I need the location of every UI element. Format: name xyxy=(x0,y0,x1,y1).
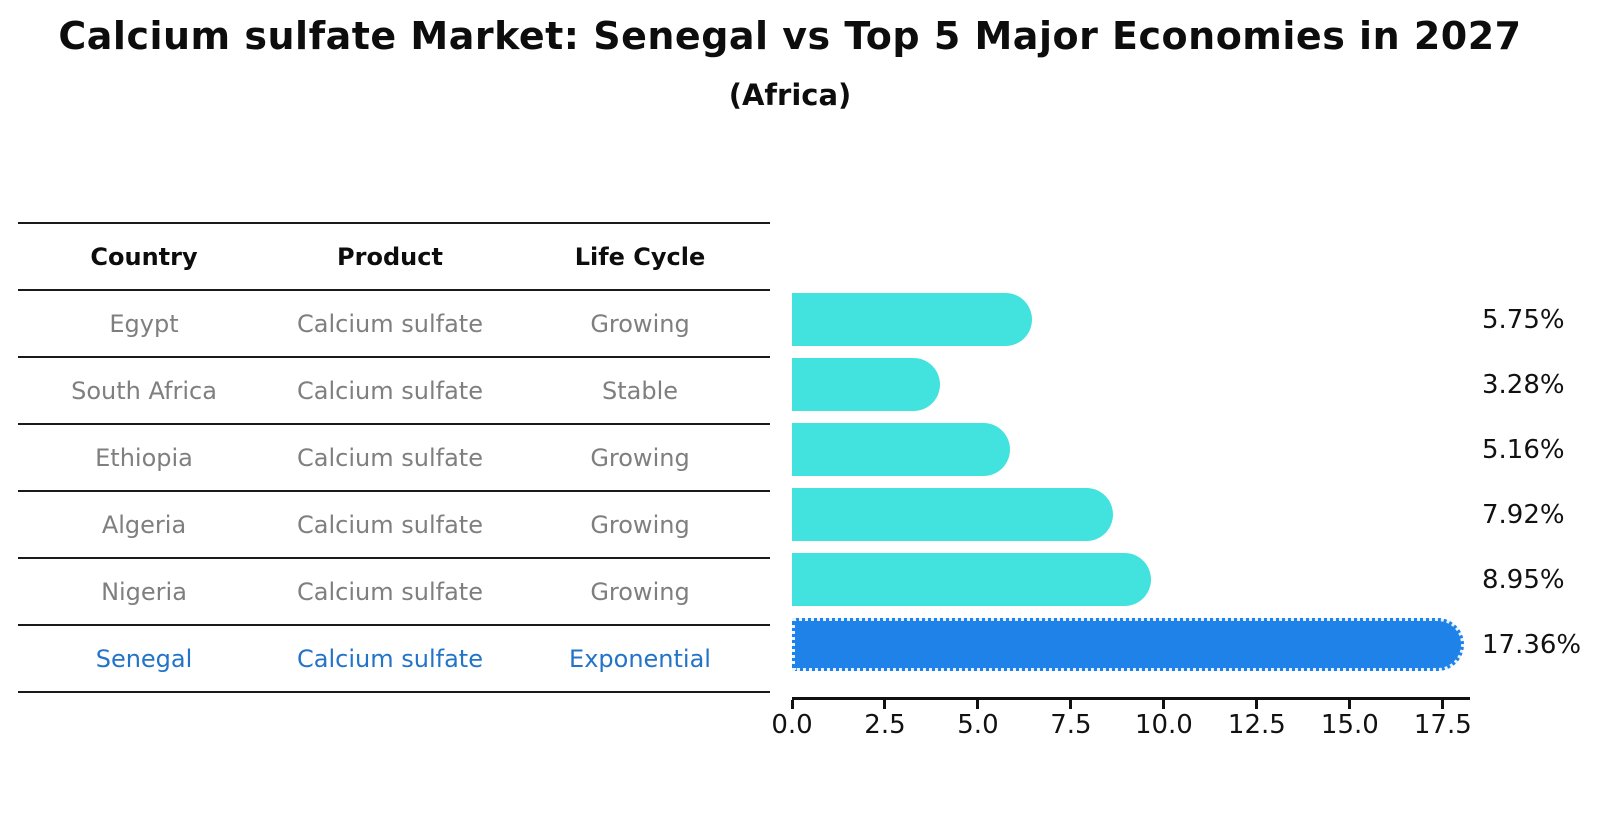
bar-row xyxy=(792,287,1467,352)
cell-life-cycle: Growing xyxy=(590,443,690,472)
page-title: Calcium sulfate Market: Senegal vs Top 5… xyxy=(58,14,1522,58)
value-label: 5.16% xyxy=(1482,434,1565,465)
bar-row xyxy=(792,417,1467,482)
cell-life-cycle: Exponential xyxy=(569,644,711,673)
x-axis-tick-label: 5.0 xyxy=(957,710,999,740)
x-axis-tick-label: 17.5 xyxy=(1413,710,1472,740)
header-cell-product: Product xyxy=(337,242,443,271)
x-axis-tick-label: 10.0 xyxy=(1134,710,1193,740)
bar-senegal xyxy=(792,618,1464,671)
header-cell-country: Country xyxy=(90,242,198,271)
x-axis-tick xyxy=(1441,700,1445,709)
cell-product: Calcium sulfate xyxy=(297,309,483,338)
header-cell-life-cycle: Life Cycle xyxy=(574,242,706,271)
x-axis-tick xyxy=(976,700,980,709)
cell-life-cycle: Stable xyxy=(601,376,679,405)
bar-ethiopia xyxy=(792,423,1010,476)
bar-south-africa xyxy=(792,358,940,411)
x-axis-tick xyxy=(1348,700,1352,709)
table-row: Senegal Calcium sulfate Exponential xyxy=(18,626,770,693)
table-row: South Africa Calcium sulfate Stable xyxy=(18,358,770,425)
x-axis-tick xyxy=(790,700,794,709)
page-subtitle: (Africa) xyxy=(728,78,852,112)
table-row: Egypt Calcium sulfate Growing xyxy=(18,291,770,358)
x-axis-tick-label: 12.5 xyxy=(1227,710,1286,740)
value-label: 5.75% xyxy=(1482,304,1565,335)
cell-country: Senegal xyxy=(95,644,193,673)
bar-row xyxy=(792,352,1467,417)
cell-life-cycle: Growing xyxy=(590,577,690,606)
cell-product: Calcium sulfate xyxy=(297,644,483,673)
x-axis-tick xyxy=(1162,700,1166,709)
bar-row xyxy=(792,547,1467,612)
cell-life-cycle: Growing xyxy=(590,510,690,539)
value-label: 8.95% xyxy=(1482,564,1565,595)
cell-country: Egypt xyxy=(109,309,179,338)
table-row: Algeria Calcium sulfate Growing xyxy=(18,492,770,559)
cell-country: Algeria xyxy=(101,510,187,539)
value-label: 17.36% xyxy=(1482,629,1582,660)
x-axis-tick-label: 0.0 xyxy=(771,710,813,740)
cell-product: Calcium sulfate xyxy=(297,510,483,539)
value-label: 3.28% xyxy=(1482,369,1565,400)
x-axis-tick xyxy=(1255,700,1259,709)
x-axis-tick xyxy=(1069,700,1073,709)
x-axis-tick-label: 7.5 xyxy=(1050,710,1092,740)
x-axis-tick xyxy=(883,700,887,709)
table-body: Egypt Calcium sulfate Growing South Africa C… xyxy=(18,291,770,693)
bar-algeria xyxy=(792,488,1113,541)
table-row: Ethiopia Calcium sulfate Growing xyxy=(18,425,770,492)
bar-nigeria xyxy=(792,553,1151,606)
cell-product: Calcium sulfate xyxy=(297,376,483,405)
value-label-column: 5.75% 3.28% 5.16% 7.92% 8.95% 17.36% xyxy=(1482,287,1581,677)
cell-country: South Africa xyxy=(71,376,217,405)
cell-country: Nigeria xyxy=(101,577,187,606)
x-axis: 0.0 2.5 5.0 7.5 10.0 12.5 15.0 17.5 xyxy=(771,697,1472,740)
cell-product: Calcium sulfate xyxy=(297,577,483,606)
cell-product: Calcium sulfate xyxy=(297,443,483,472)
table-header-row: Country Product Life Cycle xyxy=(18,222,770,291)
bar-egypt xyxy=(792,293,1032,346)
bar-chart xyxy=(792,287,1467,677)
bar-row xyxy=(792,612,1467,677)
cell-life-cycle: Growing xyxy=(590,309,690,338)
summary-table: Country Product Life Cycle Egypt Calcium su… xyxy=(18,222,770,693)
x-axis-tick-label: 2.5 xyxy=(864,710,906,740)
table-row: Nigeria Calcium sulfate Growing xyxy=(18,559,770,626)
value-label: 7.92% xyxy=(1482,499,1565,530)
cell-country: Ethiopia xyxy=(95,443,193,472)
bar-row xyxy=(792,482,1467,547)
x-axis-tick-label: 15.0 xyxy=(1320,710,1379,740)
